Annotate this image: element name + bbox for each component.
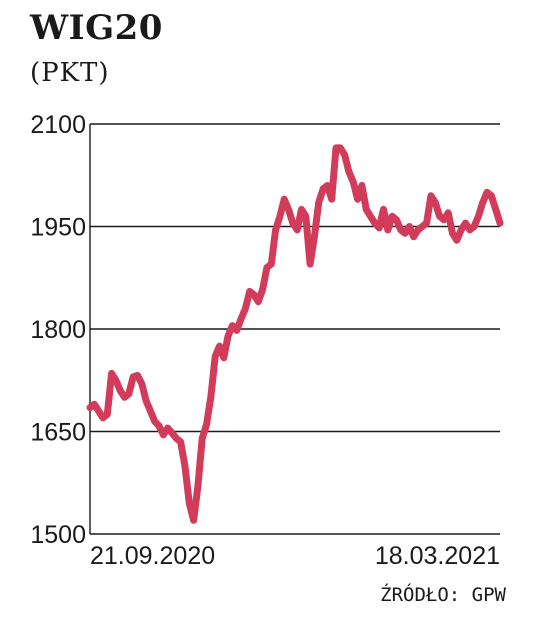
series-line	[86, 144, 504, 524]
chart-title: WIG20	[30, 8, 163, 48]
chart-unit-label: (PKT)	[30, 58, 110, 88]
y-axis-tick-labels: 1500 1650 1800 1950 2100	[30, 111, 86, 549]
grid-lines	[90, 123, 500, 535]
source-note: ŹRÓDŁO: GPW	[380, 584, 506, 606]
y-tick-label: 2100	[30, 111, 86, 139]
x-tick-label: 21.09.2020	[90, 542, 215, 570]
series-group	[86, 144, 504, 524]
y-tick-label: 1650	[30, 419, 86, 447]
x-axis-tick-labels: 21.09.2020 18.03.2021	[90, 542, 500, 570]
x-tick-label: 18.03.2021	[375, 542, 500, 570]
y-tick-label: 1800	[30, 316, 86, 344]
y-tick-label: 1950	[30, 214, 86, 242]
y-tick-label: 1500	[30, 521, 86, 549]
